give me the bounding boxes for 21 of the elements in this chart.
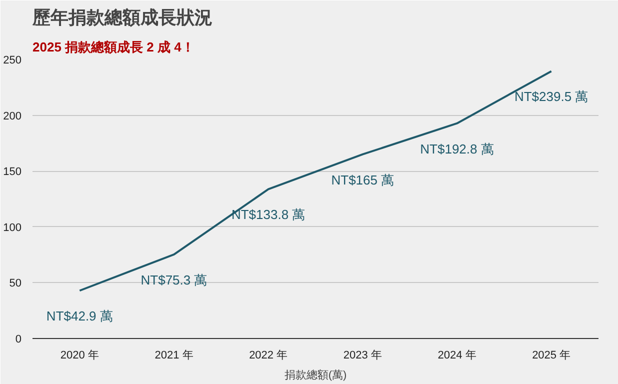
- x-tick-label: 2023 年: [343, 350, 382, 362]
- y-tick-label: 250: [3, 54, 22, 66]
- y-tick-label: 50: [9, 278, 22, 290]
- chart-subtitle: 2025 捐款總額成長 2 成 4！: [32, 40, 194, 54]
- data-label: NT$165 萬: [331, 172, 394, 188]
- data-label: NT$239.5 萬: [514, 89, 588, 104]
- data-label: NT$75.3 萬: [140, 272, 208, 288]
- x-tick-label: 2022 年: [249, 350, 288, 362]
- data-label: NT$192.8 萬: [420, 141, 494, 156]
- y-tick-label: 0: [15, 334, 22, 346]
- x-tick-label: 2024 年: [438, 350, 476, 362]
- y-tick-label: 100: [3, 222, 22, 234]
- data-label: NT$133.8 萬: [231, 207, 306, 222]
- x-tick-label: 2021 年: [154, 350, 194, 362]
- x-tick-label: 2020 年: [60, 350, 99, 362]
- x-tick-label: 2025 年: [532, 350, 571, 362]
- chart-title: 歷年捐款總額成長狀況: [32, 8, 212, 28]
- y-tick-label: 150: [3, 166, 22, 178]
- data-label: NT$42.9 萬: [46, 308, 113, 324]
- y-tick-label: 200: [3, 110, 22, 122]
- x-axis-title: 捐款總額(萬): [284, 368, 347, 382]
